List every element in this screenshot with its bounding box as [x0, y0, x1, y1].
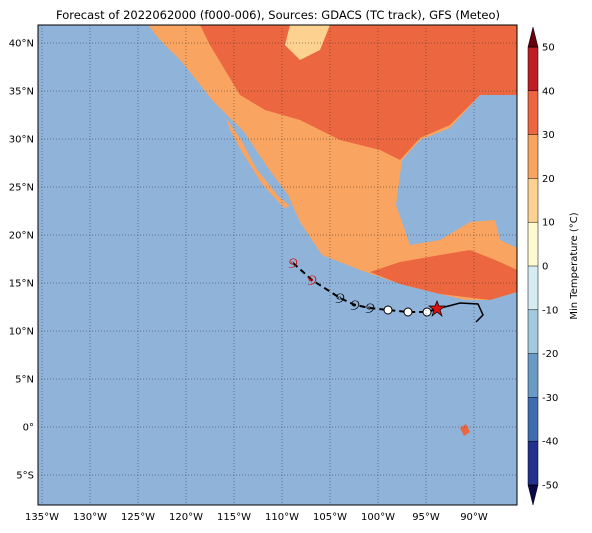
depression-marker — [422, 307, 432, 317]
track-line — [292, 262, 438, 313]
lon-tick-label: 115°W — [217, 512, 251, 523]
colorbar-band — [528, 309, 538, 354]
colorbar-band — [528, 441, 538, 486]
colorbar-band — [528, 266, 538, 311]
mild-region — [285, 25, 330, 60]
depression-marker — [403, 307, 413, 317]
current-position — [428, 300, 446, 318]
land — [148, 25, 517, 436]
colorbar-band — [528, 178, 538, 223]
colorbar-tick-label: 10 — [542, 218, 555, 229]
colorbar-tick-label: -10 — [542, 305, 558, 316]
storm-icon: ୭ — [335, 288, 345, 307]
colorbar-band — [528, 397, 538, 442]
lat-tick-label: 25°N — [9, 183, 34, 194]
colorbar-band — [528, 47, 538, 92]
storm-icon: ୭ — [365, 298, 375, 317]
lon-tick-label: 90°W — [460, 512, 488, 523]
colorbar-tick-label: -20 — [542, 349, 558, 360]
colorbar-extend-min — [527, 484, 539, 506]
lon-tick-label: 125°W — [121, 512, 155, 523]
lon-tick-label: 120°W — [169, 512, 203, 523]
lat-tick-label: 40°N — [9, 39, 34, 50]
colorbar-band — [528, 222, 538, 267]
lat-tick-label: 5°N — [15, 375, 34, 386]
south-warm — [370, 250, 517, 300]
lon-tick-label: 110°W — [265, 512, 299, 523]
colorbar-tick-label: 20 — [542, 174, 555, 185]
warm-region — [200, 25, 517, 160]
lat-tick-label: 30°N — [9, 135, 34, 146]
lon-tick-label: 100°W — [361, 512, 395, 523]
colorbar-tick-label: 0 — [542, 262, 548, 273]
track-forecast — [436, 302, 484, 323]
lon-tick-label: 105°W — [313, 512, 347, 523]
lon-tick-label: 95°W — [412, 512, 440, 523]
colorbar-tick-label: 40 — [542, 86, 555, 97]
lat-tick-label: 35°N — [9, 87, 34, 98]
lat-tick-label: 10°N — [9, 327, 34, 338]
lat-tick-label: 5°S — [16, 471, 34, 482]
lon-tick-label: 130°W — [73, 512, 107, 523]
colorbar-extend-max — [527, 26, 539, 48]
storm-icon: ୭ — [350, 295, 360, 314]
storm-icon: ୭ — [307, 270, 317, 289]
colorbar-tick-label: 30 — [542, 130, 555, 141]
track: ୭ ୭ ୭ ୭ ୭ — [288, 253, 484, 323]
colorbar-tick-label: -30 — [542, 393, 558, 404]
colorbar-label: Min Temperature (°C) — [569, 212, 580, 319]
colorbar-tick-label: -50 — [542, 481, 558, 492]
lat-tick-label: 0° — [23, 423, 34, 434]
lat-tick-label: 20°N — [9, 231, 34, 242]
map-frame — [37, 24, 518, 506]
lon-tick-label: 135°W — [25, 512, 59, 523]
storm-icon: ୭ — [288, 253, 298, 272]
colorbar-band — [528, 90, 538, 135]
title: Forecast of 2022062000 (f000-006), Sourc… — [56, 8, 500, 22]
colorbar-tick-label: 50 — [542, 43, 555, 54]
lat-tick-label: 15°N — [9, 279, 34, 290]
colorbar-band — [528, 353, 538, 398]
colorbar-band — [528, 134, 538, 179]
depression-marker — [383, 305, 393, 315]
colorbar-tick-label: -40 — [542, 437, 558, 448]
